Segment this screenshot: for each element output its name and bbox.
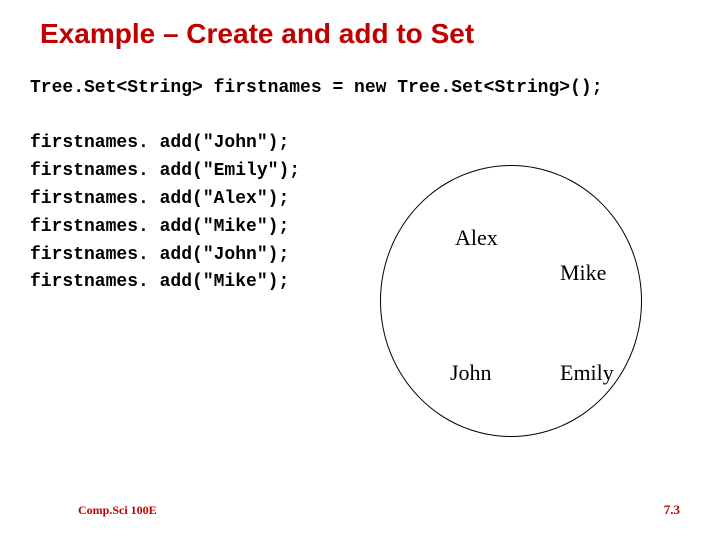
- slide-title: Example – Create and add to Set: [40, 18, 474, 50]
- code-line: firstnames. add("John");: [30, 130, 300, 158]
- code-line: firstnames. add("Alex");: [30, 186, 300, 214]
- code-line: firstnames. add("John");: [30, 242, 300, 270]
- set-ellipse: [380, 165, 642, 437]
- footer-course: Comp.Sci 100E: [78, 503, 157, 518]
- code-line: firstnames. add("Mike");: [30, 269, 300, 297]
- code-line: firstnames. add("Emily");: [30, 158, 300, 186]
- code-declaration: Tree.Set<String> firstnames = new Tree.S…: [30, 78, 603, 98]
- set-label-mike: Mike: [560, 260, 606, 286]
- slide: Example – Create and add to Set Tree.Set…: [0, 0, 720, 540]
- code-line: firstnames. add("Mike");: [30, 214, 300, 242]
- set-label-emily: Emily: [560, 360, 614, 386]
- set-label-john: John: [450, 360, 492, 386]
- set-label-alex: Alex: [455, 225, 498, 251]
- footer-page-number: 7.3: [664, 502, 680, 518]
- code-block: firstnames. add("John"); firstnames. add…: [30, 130, 300, 297]
